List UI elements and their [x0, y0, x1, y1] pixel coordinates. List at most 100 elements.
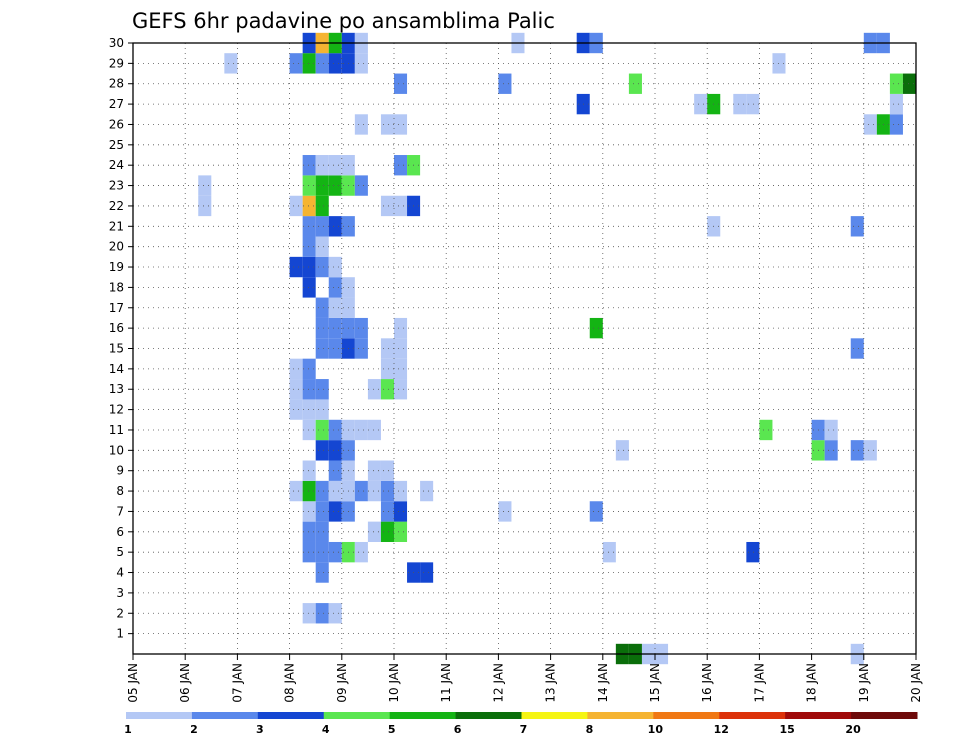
heatmap-cell	[328, 175, 342, 196]
heatmap-cell	[328, 603, 342, 624]
color-legend: 1 2 3 4 5 6 7 8 10 12 15 20	[124, 712, 918, 736]
heatmap-cell	[498, 501, 512, 522]
heatmap-cell	[198, 175, 212, 196]
heatmap-cell	[289, 399, 303, 420]
legend-swatch	[257, 712, 325, 719]
y-tick-label: 26	[109, 117, 124, 131]
heatmap-cell	[315, 195, 329, 217]
grid-layer	[132, 42, 917, 654]
heatmap-cell	[328, 460, 342, 481]
y-tick-label: 2	[116, 606, 124, 620]
legend-swatch	[323, 712, 391, 719]
heatmap-cell	[328, 440, 342, 461]
heatmap-cell	[824, 440, 838, 461]
heatmap-cell	[328, 338, 342, 359]
legend-swatch	[719, 712, 786, 719]
heatmap-cell	[302, 501, 316, 522]
legend-label: 5	[388, 723, 396, 736]
x-tick-label: 10 JAN	[387, 663, 401, 703]
heatmap-cell	[302, 399, 316, 420]
heatmap-cell	[315, 480, 329, 502]
heatmap-cell	[289, 358, 303, 380]
x-axis: 05 JAN 06 JAN 07 JAN 08 JAN 09 JAN 10 JAN 11 J…	[126, 654, 923, 703]
y-tick-label: 11	[109, 423, 124, 437]
heatmap-cell	[394, 195, 408, 217]
heatmap-cell	[420, 480, 434, 502]
heatmap-cell	[289, 480, 303, 502]
heatmap-cell	[394, 501, 408, 522]
legend-label: 4	[322, 723, 330, 736]
heatmap-cell	[302, 460, 316, 481]
x-tick-label: 20 JAN	[909, 663, 923, 703]
heatmap-cell	[367, 379, 381, 400]
heatmap-cell	[394, 358, 408, 380]
legend-swatch	[785, 712, 852, 719]
y-tick-label: 19	[109, 260, 124, 274]
heatmap-cell	[315, 562, 329, 583]
x-tick-label: 13 JAN	[544, 663, 558, 703]
y-tick-label: 21	[109, 219, 124, 233]
y-tick-label: 25	[109, 138, 124, 152]
legend-label: 2	[190, 723, 198, 736]
heatmap-cell	[889, 114, 903, 135]
heatmap-cell	[354, 175, 368, 196]
y-tick-label: 14	[109, 362, 124, 376]
heatmap-cell	[380, 480, 394, 502]
legend-swatch	[126, 712, 193, 719]
x-tick-label: 12 JAN	[491, 663, 505, 703]
heatmap-cell	[850, 338, 864, 359]
heatmap-cell	[289, 379, 303, 400]
heatmap-cell	[498, 73, 512, 94]
legend-label: 3	[256, 723, 264, 736]
heatmap-cell	[394, 317, 408, 339]
heatmap-cell	[589, 501, 603, 522]
x-tick-label: 17 JAN	[752, 663, 766, 703]
heatmap-cell	[315, 338, 329, 359]
x-tick-label: 09 JAN	[335, 663, 349, 703]
heatmap-cell	[628, 73, 642, 94]
heatmap-cell	[850, 216, 864, 237]
heatmap-cell	[394, 480, 408, 502]
y-tick-label: 15	[109, 342, 124, 356]
y-tick-label: 23	[109, 179, 124, 193]
heatmap-cell	[367, 521, 381, 542]
legend-swatch	[455, 712, 522, 719]
y-tick-label: 8	[116, 484, 124, 498]
x-tick-label: 08 JAN	[283, 663, 297, 703]
legend-swatch	[587, 712, 654, 719]
heatmap-cell	[589, 317, 603, 339]
chart-title: GEFS 6hr padavine po ansamblima Palic	[132, 9, 555, 33]
y-tick-label: 17	[109, 301, 124, 315]
heatmap-cell	[302, 379, 316, 400]
heatmap-cell	[746, 93, 760, 115]
heatmap-cell	[315, 175, 329, 196]
cell-layer	[198, 32, 916, 665]
y-tick-label: 20	[109, 240, 124, 254]
heatmap-cell	[394, 73, 408, 94]
legend-label: 12	[714, 723, 729, 736]
heatmap-cell	[315, 440, 329, 461]
heatmap-cell	[380, 379, 394, 400]
y-tick-label: 6	[116, 525, 124, 539]
y-tick-label: 22	[109, 199, 124, 213]
legend-label: 8	[586, 723, 594, 736]
y-tick-label: 12	[109, 403, 124, 417]
heatmap-cell	[354, 419, 368, 441]
y-tick-label: 3	[116, 586, 124, 600]
legend-label: 6	[454, 723, 462, 736]
heatmap-cell	[380, 195, 394, 217]
heatmap-cell	[354, 53, 368, 74]
heatmap-cell	[863, 440, 877, 461]
x-tick-label: 19 JAN	[857, 663, 871, 703]
heatmap-cell	[602, 541, 616, 563]
heatmap-cell	[315, 53, 329, 74]
heatmap-cell	[315, 521, 329, 542]
heatmap-cell	[328, 541, 342, 563]
x-tick-label: 18 JAN	[805, 663, 819, 703]
heatmap-cell	[315, 216, 329, 237]
legend-swatch	[191, 712, 259, 719]
heatmap-cell	[615, 440, 629, 461]
heatmap-cell	[380, 358, 394, 380]
heatmap-cell	[302, 155, 316, 176]
